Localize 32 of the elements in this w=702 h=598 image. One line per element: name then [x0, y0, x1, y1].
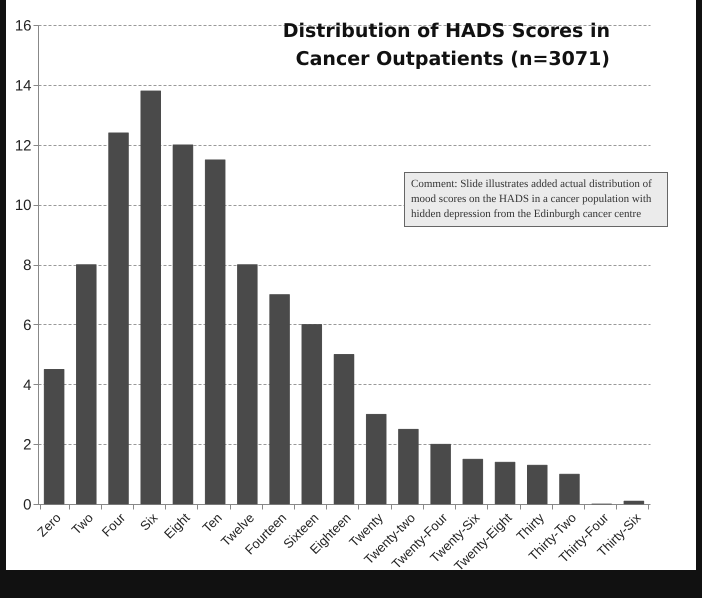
bar: [172, 144, 194, 504]
y-tick-label: 4: [23, 376, 32, 394]
bar: [204, 159, 226, 504]
bar: [76, 264, 97, 504]
bar: [494, 462, 516, 504]
bar: [430, 444, 451, 504]
y-tick-label: 14: [14, 77, 32, 94]
bar: [302, 324, 322, 504]
bar: [559, 474, 580, 504]
x-tick-label: Ten: [199, 510, 225, 536]
bar: [527, 464, 548, 504]
bar: [398, 428, 419, 504]
y-tick-label: 10: [14, 197, 32, 214]
y-tick-label: 2: [23, 436, 32, 454]
bar: [366, 414, 386, 504]
y-tick-label: 16: [14, 18, 32, 34]
y-tick-label: 8: [23, 257, 32, 274]
bar: [140, 90, 161, 504]
x-tick-label: Six: [137, 510, 161, 534]
bar: [269, 294, 290, 504]
comment-box: Comment: Slide illustrates added actual distribution of mood scores on the HADS in a cancer population with hidden depression from the Edinburgh cancer centre: [404, 172, 668, 227]
y-tick-label: 0: [23, 496, 32, 514]
bar: [334, 354, 354, 504]
bar: [44, 369, 64, 504]
y-tick-label: 12: [14, 137, 32, 154]
bar: [624, 500, 644, 504]
x-tick-label: Two: [68, 510, 96, 538]
bar: [108, 132, 129, 504]
text: Distribution of HADS Scores in Cancer Outpatients (n=3071): [282, 20, 610, 70]
bar: [237, 264, 258, 504]
y-tick-label: 6: [23, 316, 32, 334]
bar: [462, 458, 484, 504]
